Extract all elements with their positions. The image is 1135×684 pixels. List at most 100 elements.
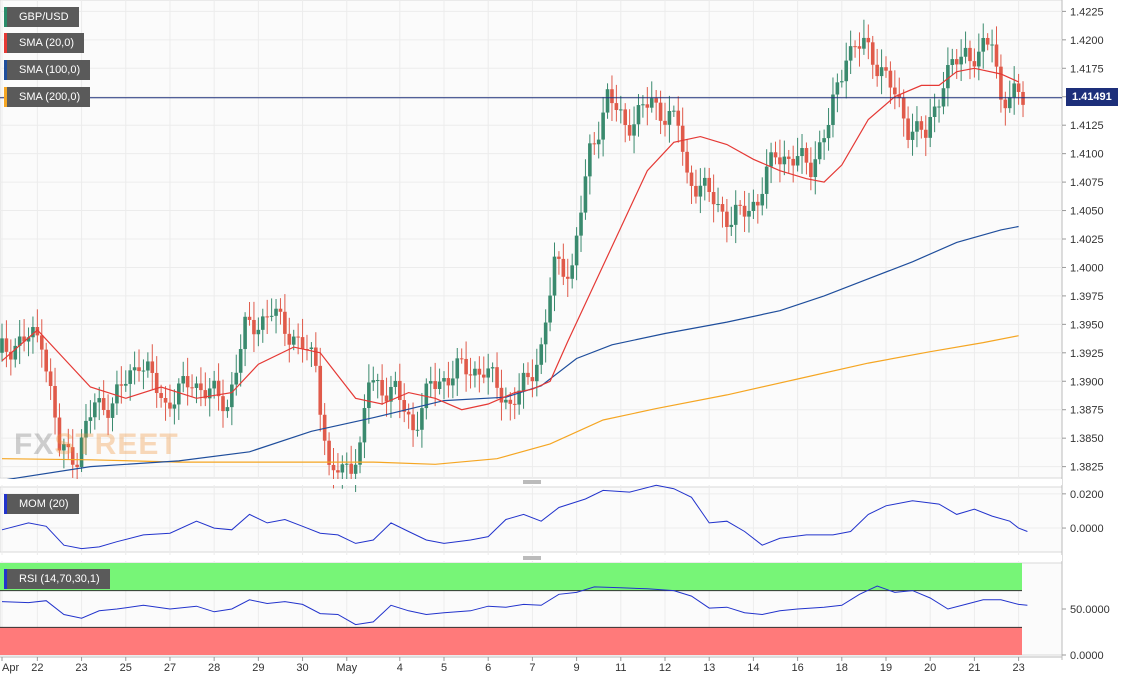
- candle-up: [238, 349, 243, 373]
- candle-down: [75, 464, 79, 468]
- candle-up: [760, 193, 765, 206]
- candle-down: [283, 311, 287, 334]
- price-tick-label: 1.4225: [1070, 6, 1104, 18]
- candle-up: [605, 89, 610, 113]
- date-tick-label: 23: [75, 662, 87, 674]
- candle-up: [132, 367, 137, 371]
- current-price-badge: 1.41491: [1066, 88, 1118, 106]
- candle-up: [504, 399, 508, 403]
- candle-down: [35, 327, 40, 336]
- candle-down: [707, 177, 711, 193]
- price-tick-label: 1.4050: [1070, 206, 1104, 218]
- current-price-text: 1.41491: [1072, 91, 1112, 103]
- candle-down: [694, 185, 698, 197]
- candle-down: [216, 380, 221, 397]
- candle-down: [459, 358, 464, 360]
- date-tick-label: 19: [880, 662, 892, 674]
- candle-up: [716, 204, 720, 206]
- candle-up: [826, 124, 831, 139]
- candle-up: [442, 378, 446, 382]
- candle-up: [835, 82, 840, 95]
- candle-up: [733, 204, 738, 225]
- candle-up: [234, 372, 239, 385]
- candle-up: [977, 51, 981, 67]
- price-tick-label: 1.3850: [1070, 433, 1104, 445]
- candle-down: [53, 386, 57, 418]
- candle-down: [287, 333, 292, 345]
- rsi-label[interactable]: RSI (14,70,30,1): [4, 569, 110, 589]
- candle-down: [778, 157, 782, 165]
- candle-down: [101, 398, 106, 411]
- candle-up: [729, 224, 734, 228]
- candle-down: [252, 319, 256, 335]
- date-tick-label: 30: [296, 662, 308, 674]
- rsi-line: [1, 585, 1028, 626]
- price-tick-label: 1.4075: [1070, 177, 1104, 189]
- candle-up: [88, 417, 93, 421]
- watermark-street: STREET: [54, 428, 179, 461]
- candle-up: [698, 185, 703, 197]
- sma100-label[interactable]: SMA (100,0): [4, 60, 91, 80]
- candle-down: [203, 390, 208, 399]
- candle-up: [110, 403, 115, 418]
- date-tick-label: 23: [1012, 662, 1024, 674]
- candle-down: [530, 377, 535, 382]
- candle-up: [79, 437, 84, 468]
- candle-up: [782, 156, 787, 165]
- sma200-label[interactable]: SMA (200,0): [4, 87, 91, 107]
- candle-up: [269, 315, 274, 317]
- date-tick-label: 22: [31, 662, 43, 674]
- sma20-label[interactable]: SMA (20,0): [4, 33, 85, 53]
- candle-down: [9, 351, 13, 360]
- candle-up: [910, 131, 915, 140]
- candle-down: [66, 444, 71, 448]
- candle-up: [260, 316, 265, 330]
- candle-up: [543, 322, 548, 345]
- candle-up: [751, 201, 756, 212]
- candle-up: [353, 464, 358, 474]
- date-tick-label: 5: [441, 662, 447, 674]
- candle-down: [901, 97, 906, 119]
- candle-up: [0, 338, 4, 353]
- candle-down: [296, 336, 300, 338]
- candle-up: [862, 37, 866, 49]
- sma100-text: SMA (100,0): [19, 64, 81, 76]
- candle-up: [844, 60, 849, 82]
- candle-down: [57, 417, 62, 451]
- candle-up: [813, 159, 818, 178]
- candle-up: [93, 402, 97, 418]
- candle-down: [738, 204, 742, 206]
- mom-label[interactable]: MOM (20): [4, 494, 79, 514]
- candle-up: [393, 380, 398, 387]
- watermark-fx: FX: [14, 428, 55, 461]
- candle-up: [291, 336, 296, 345]
- date-tick-label: 13: [703, 662, 715, 674]
- candle-up: [632, 124, 636, 136]
- candle-down: [906, 118, 910, 140]
- candle-down: [349, 463, 353, 474]
- candle-down: [720, 204, 725, 212]
- candle-down: [446, 378, 451, 386]
- candle-up: [574, 235, 579, 266]
- candle-down: [742, 205, 747, 217]
- rsi-tick-label: 0.0000: [1070, 650, 1104, 662]
- candle-up: [915, 121, 919, 132]
- candle-down: [168, 402, 172, 409]
- candle-up: [672, 110, 676, 112]
- candle-down: [888, 70, 893, 88]
- candle-up: [146, 361, 150, 371]
- candle-down: [137, 367, 141, 372]
- candle-up: [84, 420, 88, 438]
- date-tick-label: 9: [574, 662, 580, 674]
- fxstreet-watermark: FXSTREET: [14, 428, 179, 462]
- date-tick-label: 7: [529, 662, 535, 674]
- candle-up: [795, 156, 800, 166]
- candle-down: [300, 337, 305, 349]
- candle-up: [371, 380, 376, 383]
- candle-up: [115, 384, 119, 404]
- candle-up: [619, 109, 623, 111]
- symbol-label[interactable]: GBP/USD: [4, 7, 79, 27]
- candle-down: [406, 411, 411, 415]
